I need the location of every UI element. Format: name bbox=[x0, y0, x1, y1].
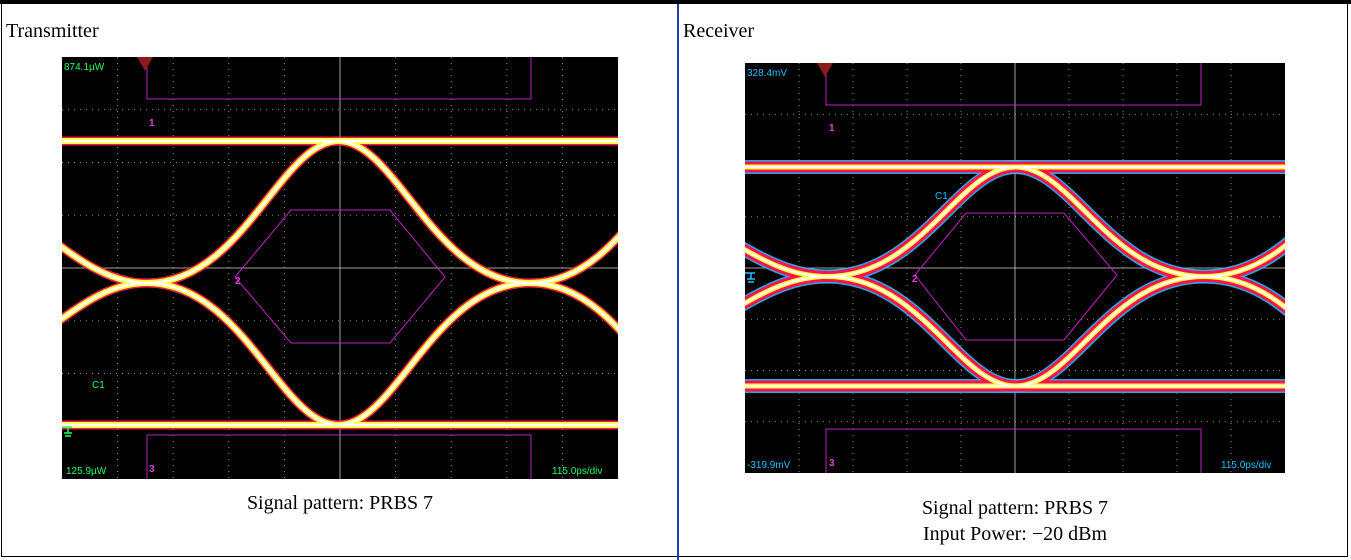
ground-marker-icon bbox=[62, 426, 72, 437]
tx-timebase: 115.0ps/div bbox=[552, 466, 602, 477]
receiver-scope-svg: 328.4mV -319.9mV 115.0ps/div C1 1 2 3 bbox=[745, 63, 1285, 473]
mask-region-center bbox=[914, 212, 1118, 341]
tx-mask-label-1: 1 bbox=[149, 118, 155, 129]
tx-bottom-readout: 125.9µW bbox=[66, 466, 107, 477]
transmitter-scope-svg: 874.1µW 125.9µW 115.0ps/div C1 1 2 3 bbox=[62, 57, 618, 479]
mask-region-bottom bbox=[146, 434, 532, 479]
transmitter-caption: Signal pattern: PRBS 7 bbox=[246, 492, 434, 514]
rx-mask-label-1: 1 bbox=[829, 123, 835, 134]
receiver-caption: Signal pattern: PRBS 7 Input Power: −20 … bbox=[745, 495, 1285, 547]
rx-timebase: 115.0ps/div bbox=[1221, 460, 1271, 471]
receiver-caption-line1: Signal pattern: PRBS 7 bbox=[921, 497, 1109, 519]
tx-mask-label-2: 2 bbox=[235, 276, 241, 287]
trigger-marker-icon bbox=[137, 57, 153, 71]
receiver-caption-line2: Input Power: −20 dBm bbox=[922, 523, 1108, 545]
rx-top-readout: 328.4mV bbox=[747, 68, 787, 79]
rx-bottom-readout: -319.9mV bbox=[747, 460, 791, 471]
eye-trace bbox=[62, 139, 618, 331]
tx-top-readout: 874.1µW bbox=[64, 62, 105, 73]
mask-region-top bbox=[825, 63, 1202, 106]
rx-channel-label: C1 bbox=[935, 191, 948, 202]
receiver-eye-diagram: 328.4mV -319.9mV 115.0ps/div C1 1 2 3 bbox=[745, 63, 1285, 473]
tx-mask-label-3: 3 bbox=[149, 464, 155, 475]
table-top-border bbox=[0, 0, 1351, 4]
eye-trace bbox=[745, 165, 1285, 309]
eye-trace bbox=[62, 235, 618, 427]
transmitter-eye-diagram: 874.1µW 125.9µW 115.0ps/div C1 1 2 3 bbox=[62, 57, 618, 479]
mask-region-top bbox=[146, 57, 532, 100]
mask-region-bottom bbox=[825, 428, 1202, 473]
ground-marker-icon bbox=[745, 272, 755, 283]
rx-mask-label-3: 3 bbox=[829, 458, 835, 469]
column-divider bbox=[677, 4, 679, 560]
rx-mask-label-2: 2 bbox=[912, 274, 918, 285]
tx-channel-label: C1 bbox=[92, 380, 105, 391]
eye-trace bbox=[745, 244, 1285, 388]
trigger-marker-icon bbox=[817, 63, 833, 77]
transmitter-title: Transmitter bbox=[6, 20, 99, 42]
receiver-title: Receiver bbox=[683, 20, 755, 42]
mask-region-center bbox=[234, 209, 446, 344]
